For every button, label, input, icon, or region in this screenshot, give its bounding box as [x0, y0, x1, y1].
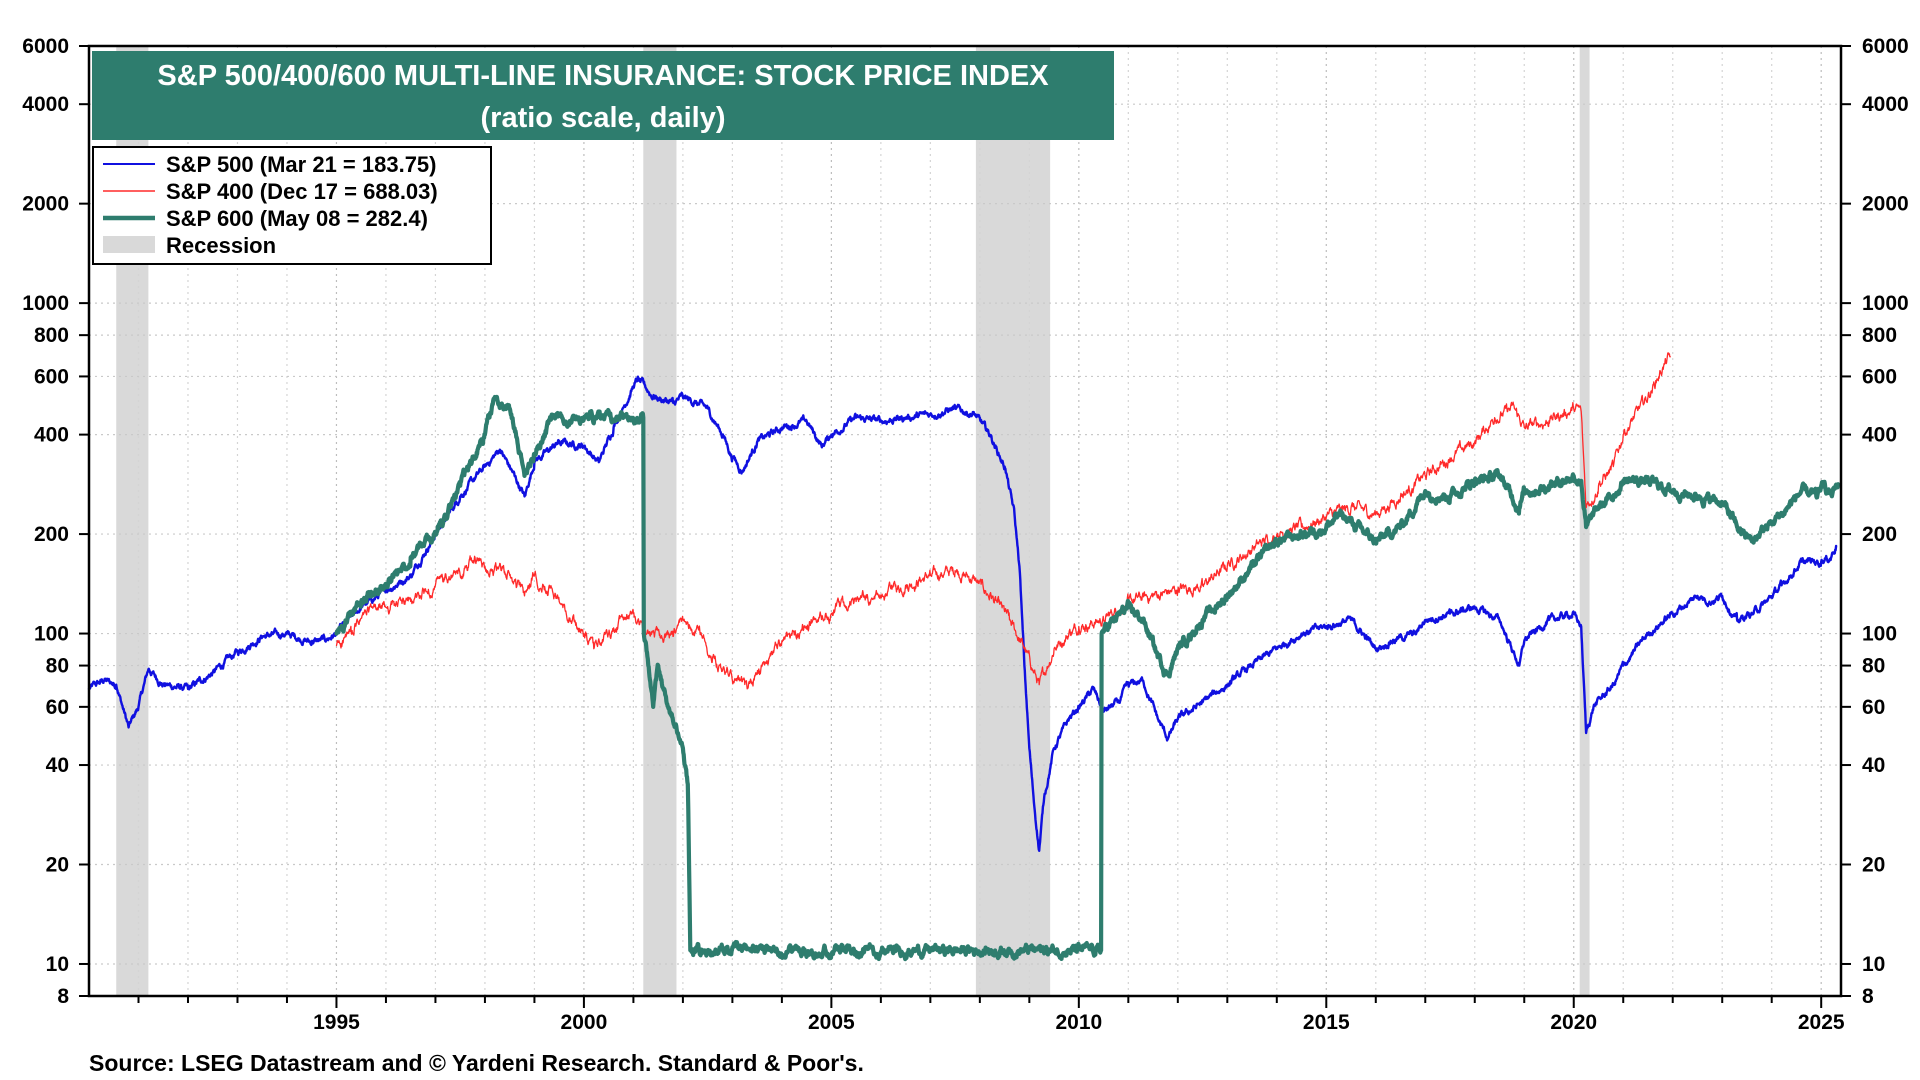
chart-title: S&P 500/400/600 MULTI-LINE INSURANCE: ST… — [157, 60, 1049, 92]
series-line-s-p-400 — [335, 352, 1671, 690]
y-tick-label-left: 40 — [46, 754, 69, 777]
recession-band-2 — [643, 46, 677, 996]
y-tick-label-left: 60 — [46, 696, 69, 719]
y-tick-label-right: 40 — [1862, 754, 1885, 777]
x-tick-label: 2015 — [1303, 1011, 1350, 1034]
series-lines — [87, 352, 1841, 962]
source-note: Source: LSEG Datastream and © Yardeni Re… — [89, 1050, 864, 1076]
series-line-s-p-600 — [334, 394, 1841, 962]
y-tick-label-right: 100 — [1862, 623, 1897, 646]
y-tick-label-left: 200 — [34, 523, 69, 546]
y-tick-label-left: 100 — [34, 623, 69, 646]
x-tick-label: 2025 — [1798, 1011, 1845, 1034]
x-tick-label: 1995 — [313, 1011, 360, 1034]
y-tick-label-left: 8 — [57, 985, 69, 1008]
y-tick-label-left: 800 — [34, 324, 69, 347]
y-tick-label-right: 1000 — [1862, 292, 1909, 315]
y-tick-label-right: 10 — [1862, 953, 1885, 976]
x-tick-label: 2010 — [1055, 1011, 1102, 1034]
y-tick-label-left: 4000 — [22, 93, 69, 116]
y-tick-label-right: 400 — [1862, 424, 1897, 447]
y-tick-label-left: 1000 — [22, 292, 69, 315]
y-tick-label-left: 400 — [34, 424, 69, 447]
y-tick-label-left: 2000 — [22, 193, 69, 216]
y-axis-left-ticks: 8 10 20 40 60 80 100 200 400 600 800 1000 2000 4000 60… — [22, 35, 89, 1008]
y-tick-label-right: 600 — [1862, 365, 1897, 388]
legend-label-recession: Recession — [166, 233, 276, 258]
title-box: S&P 500/400/600 MULTI-LINE INSURANCE: ST… — [92, 51, 1114, 140]
y-tick-label-left: 6000 — [22, 35, 69, 58]
plot-frame — [87, 44, 1843, 998]
legend: S&P 500 (Mar 21 = 183.75) S&P 400 (Dec 1… — [92, 146, 492, 265]
y-tick-label-right: 20 — [1862, 854, 1885, 877]
x-tick-label: 2000 — [561, 1011, 608, 1034]
chart-subtitle: (ratio scale, daily) — [481, 102, 726, 134]
y-tick-label-left: 20 — [46, 854, 69, 877]
y-tick-label-right: 2000 — [1862, 193, 1909, 216]
legend-label-sp600: S&P 600 (May 08 = 282.4) — [166, 206, 428, 231]
y-tick-label-right: 200 — [1862, 523, 1897, 546]
y-axis-right-ticks: 8 10 20 40 60 80 100 200 400 600 800 1000 2000 4000 60… — [1841, 35, 1909, 1008]
recession-band-3 — [975, 46, 1051, 996]
legend-label-sp400: S&P 400 (Dec 17 = 688.03) — [166, 179, 438, 204]
y-tick-label-right: 80 — [1862, 655, 1885, 678]
x-tick-label: 2005 — [808, 1011, 855, 1034]
y-tick-label-right: 8 — [1862, 985, 1874, 1008]
y-tick-label-left: 80 — [46, 655, 69, 678]
legend-label-sp500: S&P 500 (Mar 21 = 183.75) — [166, 152, 437, 177]
x-tick-label: 2020 — [1550, 1011, 1597, 1034]
legend-swatch-recession — [103, 236, 155, 253]
y-tick-label-right: 6000 — [1862, 35, 1909, 58]
y-tick-label-left: 600 — [34, 365, 69, 388]
y-tick-label-left: 10 — [46, 953, 69, 976]
y-tick-label-right: 60 — [1862, 696, 1885, 719]
y-tick-label-right: 4000 — [1862, 93, 1909, 116]
x-axis-ticks: 1995 2000 2005 2010 2015 2020 2025 — [137, 996, 1845, 1034]
y-tick-label-right: 800 — [1862, 324, 1897, 347]
